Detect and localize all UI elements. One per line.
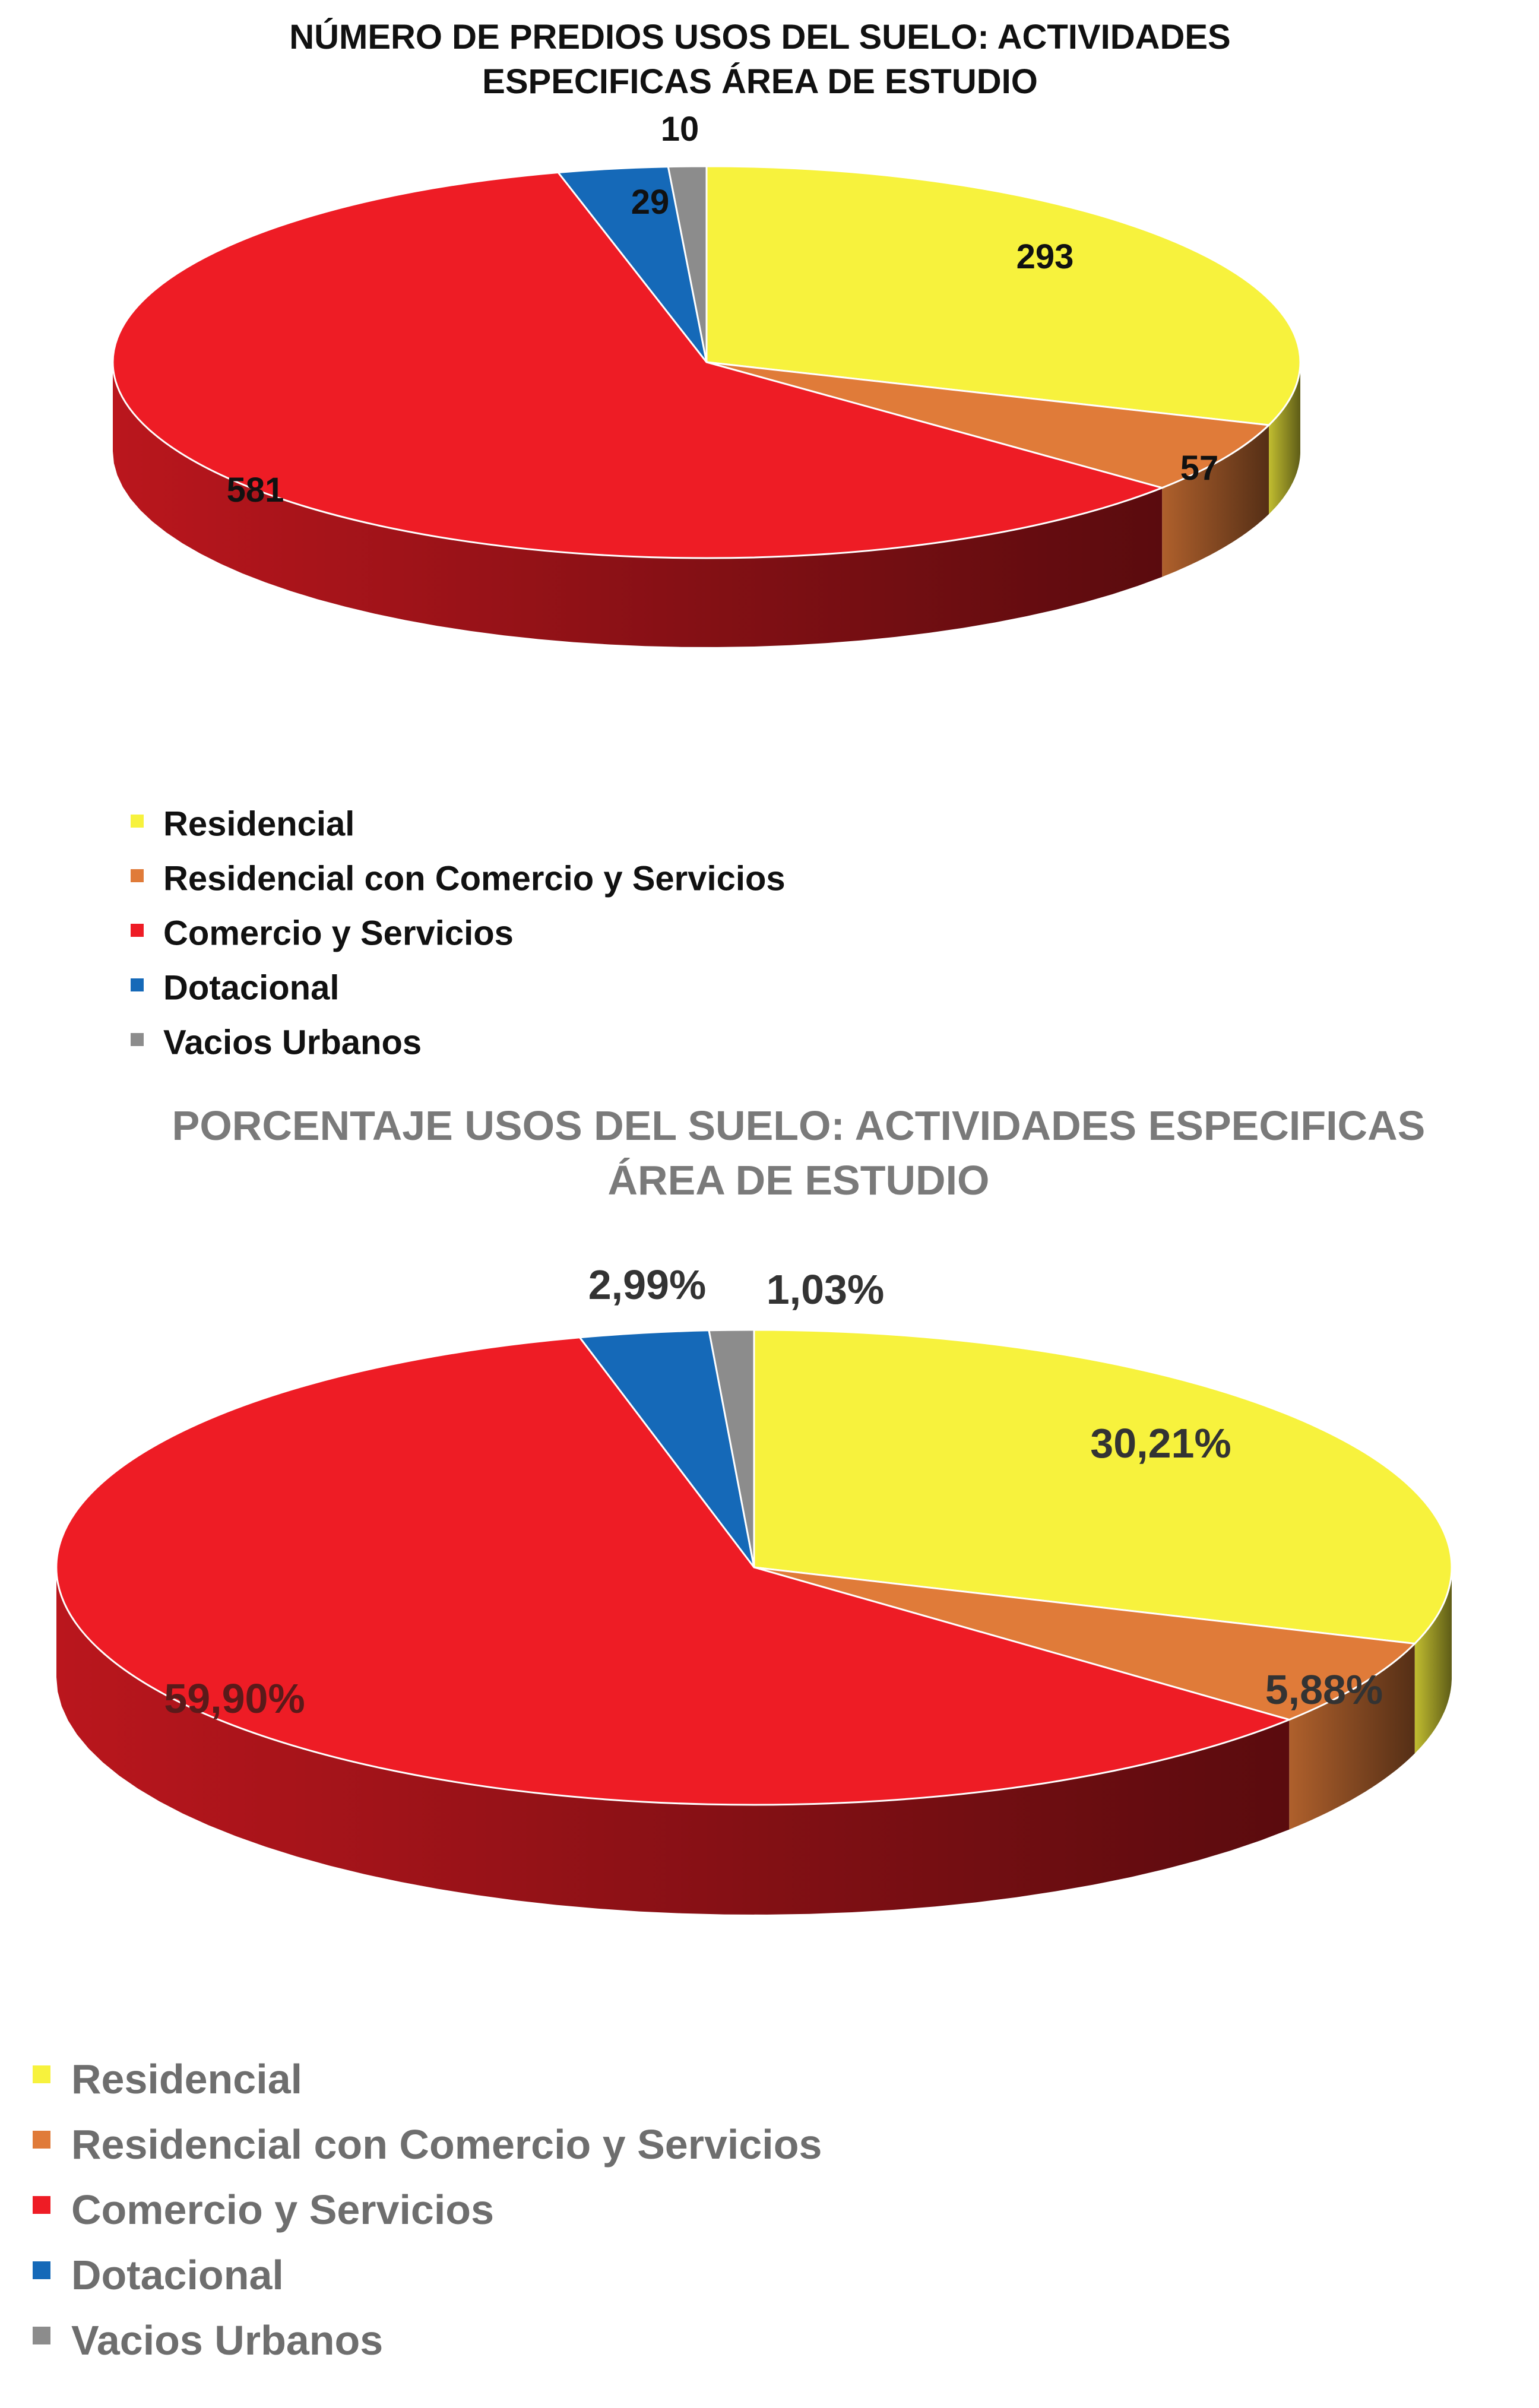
- chart-2-data-label: 1,03%: [767, 1266, 884, 1313]
- chart-2-legend-swatch: [33, 2065, 50, 2083]
- chart-1-slices: [112, 165, 1302, 559]
- pie-chart-1: NÚMERO DE PREDIOS USOS DEL SUELO: ACTIVI…: [112, 18, 1302, 1062]
- chart-2-side-residencial: [1414, 1567, 1452, 1754]
- chart-1-slice-vacios-urbanos: [667, 165, 708, 363]
- chart-1-title-line-2: ESPECIFICAS ÁREA DE ESTUDIO: [482, 62, 1038, 101]
- chart-2-legend-label: Vacios Urbanos: [71, 2317, 383, 2363]
- chart-1-legend-swatch: [131, 1033, 144, 1046]
- chart-2-data-label: 30,21%: [1090, 1420, 1231, 1466]
- chart-2-legend-swatch: [33, 2131, 50, 2149]
- chart-1-slice-residencial: [705, 165, 1302, 426]
- chart-2-slice-residencial-con-comercio-y-servicios: [753, 1566, 1417, 1721]
- chart-2-side-comercio-y-servicios: [56, 1567, 1290, 1915]
- chart-2-slices: [55, 1329, 1453, 1806]
- chart-1-legend: Residencial Residencial con Comercio y Se…: [131, 804, 786, 1062]
- chart-1-legend-label: Dotacional: [163, 968, 340, 1007]
- chart-2-title-line-1: PORCENTAJE USOS DEL SUELO: ACTIVIDADES E…: [172, 1102, 1426, 1149]
- chart-2-side-residencial-con-comercio-y-servicios: [1289, 1643, 1415, 1830]
- chart-2-title-line-2: ÁREA DE ESTUDIO: [607, 1157, 989, 1203]
- chart-1-legend-label: Vacios Urbanos: [163, 1023, 422, 1062]
- chart-2-legend-label: Dotacional: [71, 2252, 284, 2298]
- chart-2-data-label: 5,88%: [1265, 1666, 1383, 1713]
- chart-2-side-walls: [56, 1567, 1452, 1915]
- chart-1-title-line-1: NÚMERO DE PREDIOS USOS DEL SUELO: ACTIVI…: [289, 18, 1231, 56]
- chart-1-legend-swatch: [131, 815, 144, 828]
- chart-2-slice-vacios-urbanos: [708, 1329, 755, 1568]
- chart-1-legend-label: Residencial: [163, 804, 354, 843]
- chart-1-side-residencial-con-comercio-y-servicios: [1162, 425, 1269, 577]
- chart-1-legend-swatch: [131, 924, 144, 937]
- chart-2-legend-swatch: [33, 2196, 50, 2214]
- chart-1-data-label: 29: [631, 183, 670, 221]
- chart-1-data-label: 10: [661, 110, 699, 148]
- chart-2-slice-comercio-y-servicios: [55, 1336, 1292, 1806]
- chart-1-data-label: 57: [1180, 449, 1219, 487]
- chart-1-legend-label: Residencial con Comercio y Servicios: [163, 859, 786, 898]
- chart-1-data-labels: 293 57 581 29 10: [227, 110, 1219, 509]
- chart-1-legend-swatch: [131, 978, 144, 991]
- chart-2-legend-label: Comercio y Servicios: [71, 2187, 494, 2233]
- chart-1-side-comercio-y-servicios: [113, 362, 1163, 647]
- chart-2-slice-residencial: [753, 1329, 1453, 1645]
- chart-1-legend-label: Comercio y Servicios: [163, 914, 514, 952]
- chart-2-legend: Residencial Residencial con Comercio y Se…: [33, 2056, 822, 2363]
- chart-1-slice-residencial-con-comercio-y-servicios: [706, 361, 1271, 489]
- chart-1-data-label: 293: [1016, 237, 1074, 276]
- chart-2-legend-label: Residencial con Comercio y Servicios: [71, 2121, 822, 2168]
- chart-2-legend-label: Residencial: [71, 2056, 302, 2102]
- chart-1-legend-swatch: [131, 869, 144, 882]
- chart-1-slice-comercio-y-servicios: [112, 171, 1165, 559]
- chart-2-legend-swatch: [33, 2327, 50, 2344]
- chart-2-data-label: 2,99%: [588, 1262, 706, 1308]
- chart-1-side-residencial: [1269, 362, 1300, 514]
- chart-2-data-label: 59,90%: [164, 1675, 305, 1722]
- chart-1-data-label: 581: [227, 471, 284, 509]
- chart-2-legend-swatch: [33, 2261, 50, 2279]
- chart-1-side-walls: [113, 362, 1300, 647]
- pie-chart-2: PORCENTAJE USOS DEL SUELO: ACTIVIDADES E…: [33, 1102, 1453, 2363]
- chart-2-data-labels: 30,21% 5,88% 59,90% 2,99% 1,03%: [164, 1262, 1383, 1722]
